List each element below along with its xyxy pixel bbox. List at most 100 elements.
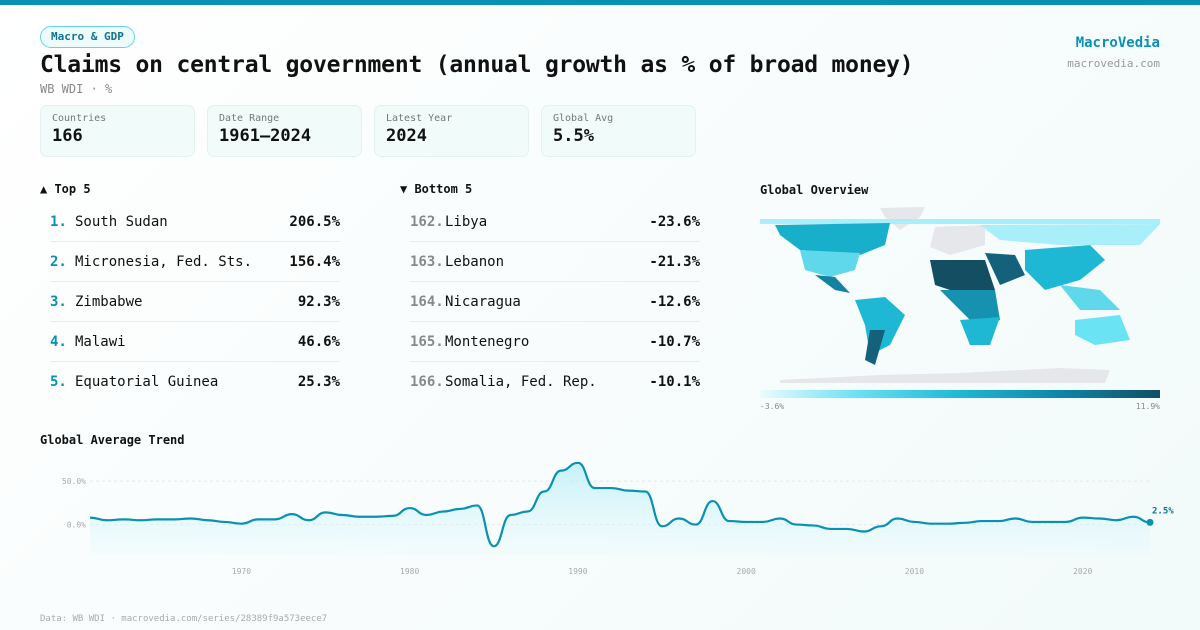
country-value: 156.4%: [289, 253, 340, 270]
map-arctic-band: [760, 219, 1160, 224]
country-name: Zimbabwe: [75, 293, 143, 310]
rank-number: 2.: [50, 253, 67, 270]
country-name: Somalia, Fed. Rep.: [445, 374, 597, 390]
country-value: -23.6%: [649, 213, 700, 230]
x-tick-label: 2020: [1073, 567, 1092, 576]
y-tick-label: 50.0%: [62, 477, 86, 486]
stat-value: 5.5%: [553, 126, 594, 146]
page-subtitle: WB WDI · %: [40, 82, 113, 96]
stat-value: 2024: [386, 126, 427, 146]
top5-heading: ▲ Top 5: [40, 182, 91, 196]
last-point-marker[interactable]: [1146, 518, 1154, 526]
ranking-row[interactable]: 4. Malawi 46.6%: [50, 322, 340, 362]
country-name: Lebanon: [445, 253, 505, 270]
brand: MacroVedia macrovedia.com: [1067, 35, 1160, 70]
map-southeast-asia: [1060, 285, 1120, 310]
ranking-row[interactable]: 165. Montenegro -10.7%: [410, 322, 700, 362]
ranking-row[interactable]: 162. Libya -23.6%: [410, 202, 700, 242]
map-europe: [930, 225, 985, 255]
ranking-row[interactable]: 5. Equatorial Guinea 25.3%: [50, 362, 340, 402]
country-value: 46.6%: [297, 333, 340, 350]
footer-source: Data: WB WDI · macrovedia.com/series/283…: [40, 614, 328, 624]
map-greenland: [880, 207, 925, 230]
world-map[interactable]: [760, 205, 1160, 385]
rank-number: 4.: [50, 333, 67, 350]
map-north-africa: [930, 260, 995, 295]
country-value: 92.3%: [297, 293, 340, 310]
country-name: Nicaragua: [445, 293, 521, 310]
map-heading: Global Overview: [760, 183, 869, 197]
stat-card-date-range: Date Range 1961–2024: [207, 105, 362, 157]
country-name: Micronesia, Fed. Sts.: [75, 253, 253, 270]
y-tick-label: 0.0%: [67, 521, 86, 530]
brand-name[interactable]: MacroVedia: [1075, 35, 1160, 51]
ranking-row[interactable]: 164. Nicaragua -12.6%: [410, 282, 700, 322]
x-tick-label: 1970: [232, 567, 251, 576]
legend-max-label: 11.9%: [1135, 402, 1160, 411]
x-tick-label: 1990: [568, 567, 587, 576]
country-name: South Sudan: [75, 213, 168, 230]
map-mexico: [815, 275, 850, 293]
legend-min-label: -3.6%: [760, 402, 785, 411]
country-value: -10.1%: [649, 374, 700, 390]
bottom5-list: 162. Libya -23.6% 163. Lebanon -21.3% 164. Nica…: [410, 202, 700, 402]
rank-number: 163.: [410, 253, 444, 270]
top5-list: 1. South Sudan 206.5% 2. Micronesia, Fed. St…: [50, 202, 340, 402]
map-usa: [800, 250, 860, 277]
map-central-africa: [940, 290, 1000, 325]
country-name: Montenegro: [445, 333, 530, 350]
stat-value: 1961–2024: [219, 126, 312, 146]
map-south-america: [855, 297, 905, 355]
rank-number: 3.: [50, 293, 67, 310]
page-title: Claims on central government (annual gro…: [40, 52, 914, 78]
country-value: -21.3%: [649, 253, 700, 270]
country-value: 206.5%: [289, 213, 340, 230]
country-name: Malawi: [75, 333, 126, 350]
rank-number: 165.: [410, 333, 444, 350]
rank-number: 166.: [410, 374, 444, 390]
ranking-row[interactable]: 2. Micronesia, Fed. Sts. 156.4%: [50, 242, 340, 282]
stat-label: Latest Year: [386, 113, 453, 124]
trend-line: [89, 461, 1151, 548]
brand-url[interactable]: macrovedia.com: [1067, 57, 1160, 70]
trend-heading: Global Average Trend: [40, 433, 185, 447]
ranking-row[interactable]: 3. Zimbabwe 92.3%: [50, 282, 340, 322]
map-canada: [775, 223, 890, 255]
map-russia: [980, 224, 1160, 245]
trend-area: [90, 462, 1150, 555]
stat-card-global-avg: Global Avg 5.5%: [541, 105, 696, 157]
category-badge[interactable]: Macro & GDP: [40, 26, 135, 48]
bottom5-heading: ▼ Bottom 5: [400, 182, 473, 196]
map-australia: [1075, 315, 1130, 345]
map-argentina: [865, 330, 885, 365]
rank-number: 164.: [410, 293, 444, 310]
country-value: -10.7%: [649, 333, 700, 350]
stat-label: Countries: [52, 113, 107, 124]
x-tick-label: 2010: [905, 567, 924, 576]
rank-number: 1.: [50, 213, 67, 230]
ranking-row[interactable]: 166. Somalia, Fed. Rep. -10.1%: [410, 362, 700, 402]
map-southern-africa: [960, 317, 1000, 345]
map-asia: [1025, 245, 1105, 290]
x-tick-label: 2000: [737, 567, 756, 576]
top-accent-bar: [0, 0, 1200, 5]
country-value: 25.3%: [297, 374, 340, 390]
stat-card-latest-year: Latest Year 2024: [374, 105, 529, 157]
map-antarctica: [780, 368, 1110, 383]
country-name: Equatorial Guinea: [75, 374, 219, 390]
rank-number: 162.: [410, 213, 444, 230]
stat-label: Date Range: [219, 113, 280, 124]
map-color-legend: [760, 390, 1160, 398]
trend-chart[interactable]: 0.0% 50.0% 1970 1980 1990 2000 2010 2020 2.5%: [40, 455, 1180, 585]
rank-number: 5.: [50, 374, 67, 390]
country-value: -12.6%: [649, 293, 700, 310]
last-value-label: 2.5%: [1152, 506, 1174, 516]
map-middle-east: [985, 253, 1025, 285]
x-tick-label: 1980: [400, 567, 419, 576]
ranking-row[interactable]: 1. South Sudan 206.5%: [50, 202, 340, 242]
stat-card-countries: Countries 166: [40, 105, 195, 157]
stat-value: 166: [52, 126, 83, 146]
stat-label: Global Avg: [553, 113, 614, 124]
country-name: Libya: [445, 213, 488, 230]
ranking-row[interactable]: 163. Lebanon -21.3%: [410, 242, 700, 282]
